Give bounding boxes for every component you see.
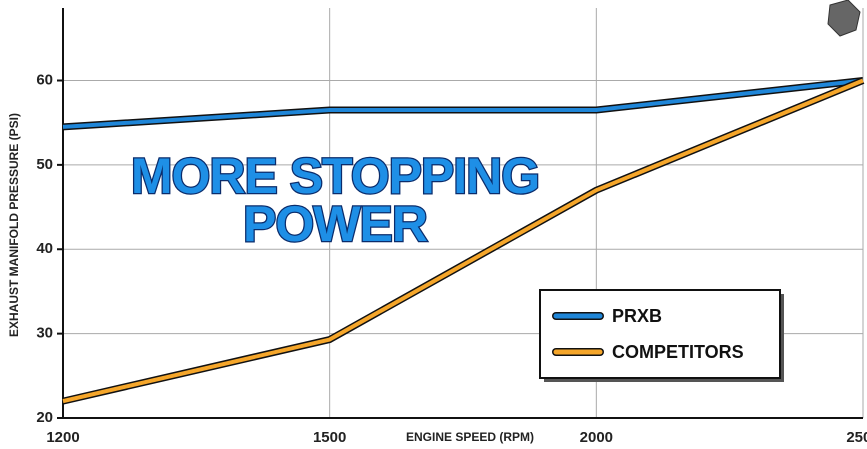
y-tick-label: 30 — [36, 325, 53, 342]
x-tick-label: 2500 — [846, 429, 867, 446]
annotation: POWER — [243, 196, 428, 252]
y-tick-label: 40 — [36, 240, 53, 257]
legend-label: PRXB — [612, 306, 662, 326]
x-tick-label: 1200 — [46, 429, 79, 446]
y-tick-label: 50 — [36, 156, 53, 173]
legend-label: COMPETITORS — [612, 342, 744, 362]
x-tick-label: 2000 — [580, 429, 613, 446]
x-axis-label: ENGINE SPEED (RPM) — [406, 430, 534, 444]
chart: EXHAUST MANIFOLD PRESSURE (PSI) ENGINE S… — [0, 0, 867, 449]
y-axis-label: EXHAUST MANIFOLD PRESSURE (PSI) — [7, 113, 21, 337]
legend — [540, 290, 780, 378]
x-tick-label: 1500 — [313, 429, 346, 446]
y-tick-label: 20 — [36, 409, 53, 426]
y-tick-label: 60 — [36, 71, 53, 88]
